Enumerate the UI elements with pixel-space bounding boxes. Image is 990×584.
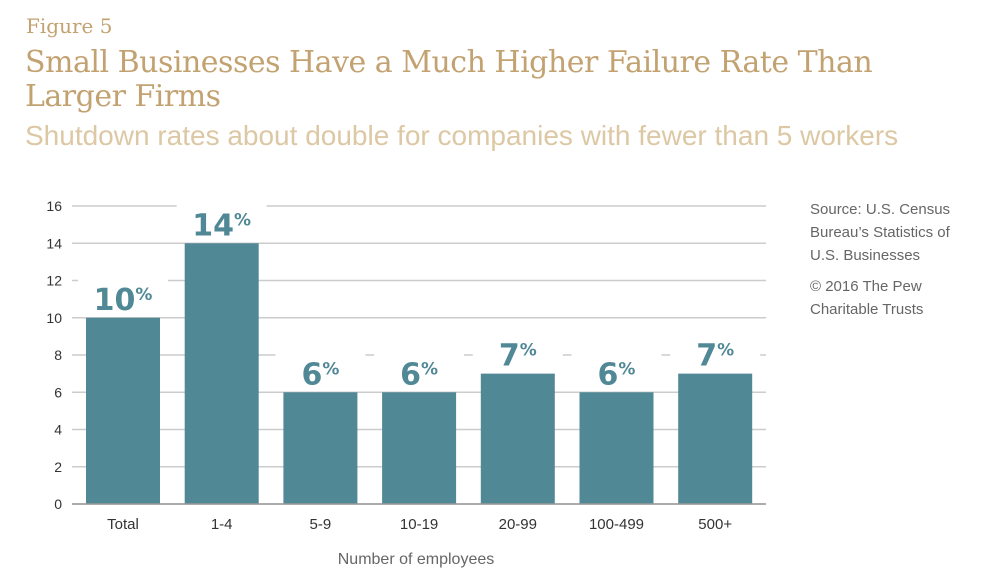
x-tick-label: Total [107, 516, 139, 533]
y-tick-label: 8 [54, 347, 62, 363]
label-backdrop [472, 333, 563, 372]
y-tick-label: 16 [46, 198, 62, 214]
bar [579, 392, 654, 504]
label-backdrop [374, 352, 465, 391]
y-tick-label: 4 [54, 422, 62, 438]
x-tick-label: 5-9 [310, 516, 332, 533]
data-label: 6% [400, 357, 438, 392]
y-tick-label: 10 [46, 310, 62, 326]
y-tick-label: 0 [54, 496, 62, 512]
copyright-text: © 2016 The Pew Charitable Trusts [810, 278, 924, 318]
label-backdrop [670, 333, 761, 372]
label-backdrop [176, 203, 267, 242]
label-backdrop [571, 352, 662, 391]
y-tick-label: 2 [54, 459, 62, 475]
x-tick-label: 20-99 [499, 516, 537, 533]
chart-title: Small Businesses Have a Much Higher Fail… [25, 45, 873, 114]
bar [86, 317, 160, 504]
y-tick-label: 14 [46, 235, 62, 251]
source-text: Source: U.S. Census Bureau’s Statistics … [810, 201, 951, 264]
data-label: 14% [192, 208, 251, 243]
data-label: 6% [598, 357, 636, 392]
figure-label: Figure 5 [26, 14, 113, 38]
x-tick-label: 10-19 [400, 516, 438, 533]
bar [480, 373, 555, 504]
label-backdrop [275, 352, 366, 391]
bar [184, 243, 259, 504]
x-tick-label: 1-4 [211, 516, 233, 533]
data-label: 10% [94, 283, 153, 318]
x-axis-label: Number of employees [338, 551, 495, 568]
x-tick-label: 500+ [698, 516, 732, 533]
source-note: Source: U.S. Census Bureau’s Statistics … [810, 198, 980, 329]
y-tick-label: 12 [46, 273, 62, 289]
label-backdrop [78, 277, 168, 316]
data-label: 7% [696, 339, 734, 374]
data-label: 7% [499, 339, 537, 374]
chart-subtitle: Shutdown rates about double for companie… [25, 120, 899, 151]
data-label: 6% [301, 357, 339, 392]
bar [678, 373, 753, 504]
bar [382, 392, 457, 504]
y-tick-label: 6 [54, 384, 62, 400]
x-tick-label: 100-499 [589, 516, 644, 533]
bar [283, 392, 358, 504]
